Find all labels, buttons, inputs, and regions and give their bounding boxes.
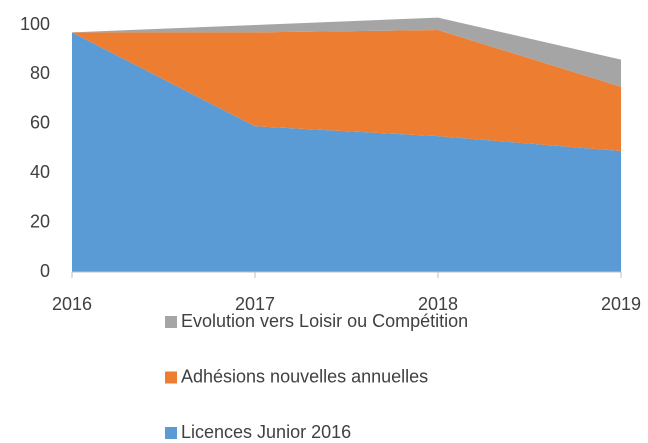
legend-label: Evolution vers Loisir ou Compétition: [181, 311, 468, 331]
x-tick-label: 2017: [235, 294, 275, 314]
y-tick-label: 20: [30, 211, 50, 231]
area: [72, 17, 621, 87]
legend-label: Adhésions nouvelles annuelles: [181, 366, 428, 386]
area: [72, 29, 621, 151]
y-tick-label: 40: [30, 162, 50, 182]
x-tick-label: 2018: [418, 294, 458, 314]
legend-swatch: [165, 316, 177, 328]
legend-swatch: [165, 427, 177, 439]
y-tick-label: 80: [30, 63, 50, 83]
legend-label: Licences Junior 2016: [181, 422, 351, 442]
y-tick-label: 60: [30, 113, 50, 133]
x-tick-label: 2019: [601, 294, 641, 314]
y-tick-label: 100: [20, 14, 50, 34]
y-tick-label: 0: [40, 261, 50, 281]
x-tick-label: 2016: [52, 294, 92, 314]
area: [72, 32, 621, 272]
legend-swatch: [165, 371, 177, 384]
